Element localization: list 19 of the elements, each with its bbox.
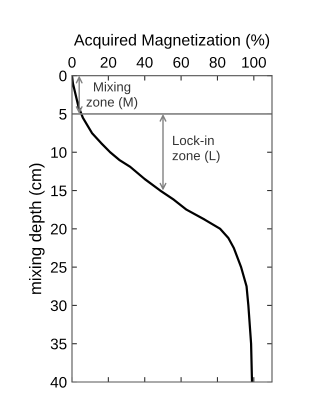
annotation: Lock-in zone (L) [172, 135, 220, 163]
y-tick-label: 20 [50, 224, 67, 235]
y-axis-title: mixing depth (cm) [29, 164, 45, 294]
x-tick-label: 60 [173, 56, 189, 68]
x-tick-label: 20 [100, 56, 116, 68]
annotation: Mixing zone (M) [86, 82, 138, 110]
x-tick-label: 40 [136, 56, 153, 68]
y-tick-label: 15 [51, 186, 66, 196]
x-tick-label: 0 [68, 56, 76, 68]
y-tick-label: 10 [51, 147, 67, 158]
y-tick-label: 25 [50, 262, 66, 273]
y-tick-label: 40 [50, 376, 67, 388]
y-tick-label: 30 [50, 300, 67, 312]
x-tick-label: 80 [210, 56, 226, 68]
x-tick-label: 100 [242, 56, 266, 68]
y-tick-label: 5 [59, 108, 66, 120]
y-tick-label: 35 [50, 338, 66, 350]
y-tick-label: 0 [59, 70, 67, 82]
x-axis-title: Acquired Magnetization (%) [74, 34, 270, 49]
